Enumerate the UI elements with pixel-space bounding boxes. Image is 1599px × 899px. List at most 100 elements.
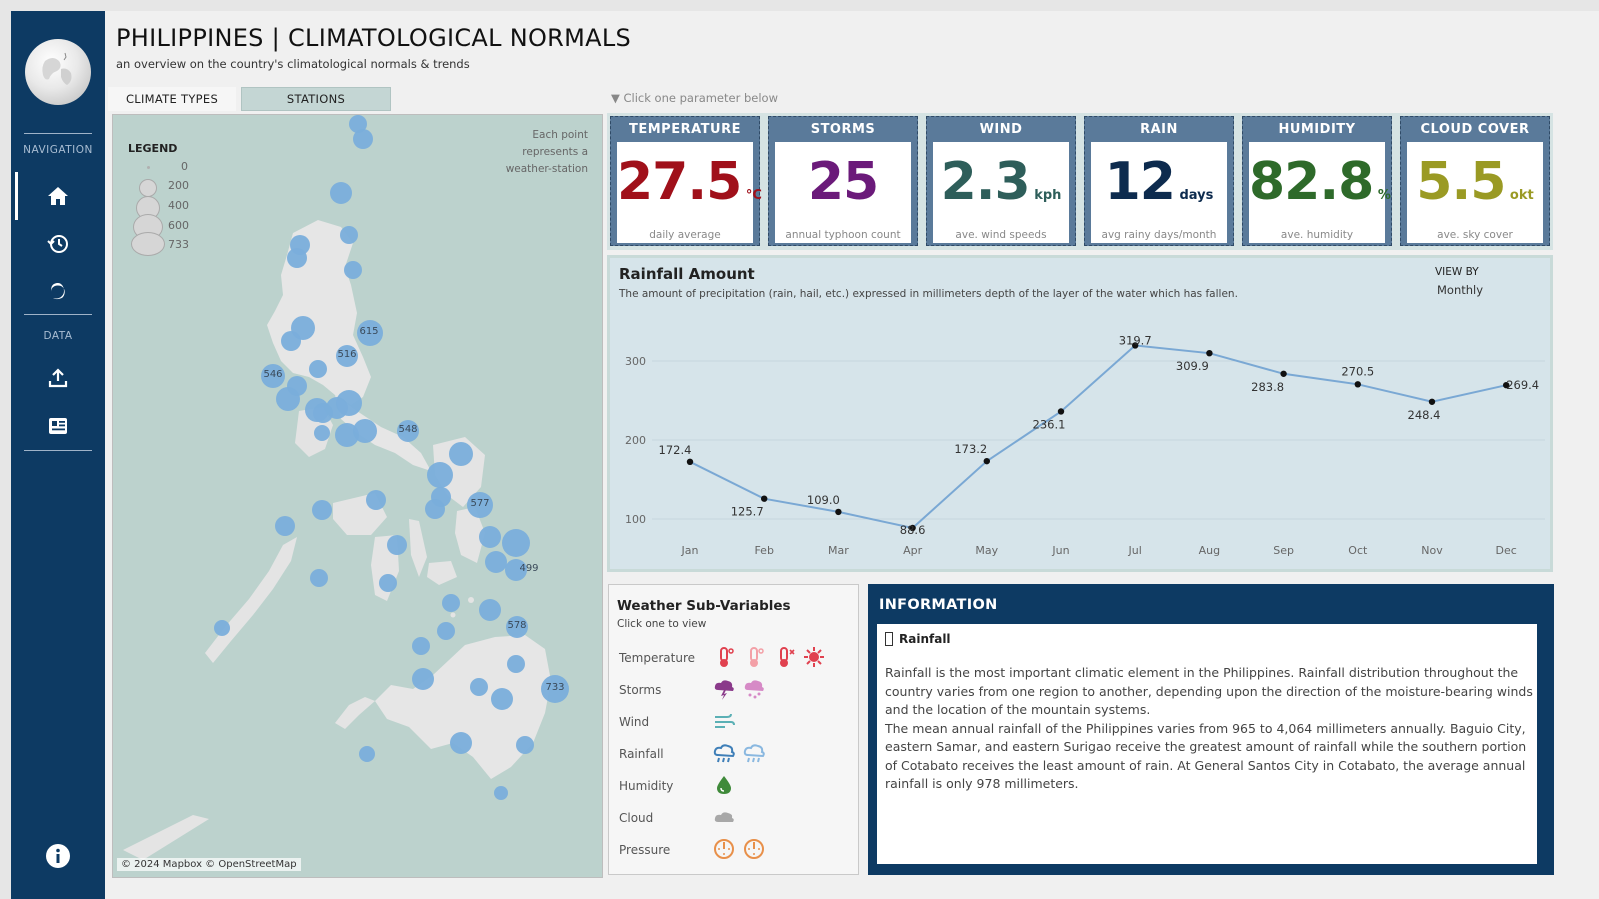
thermometer-snow-icon[interactable] xyxy=(773,646,797,670)
legend-value: 0 xyxy=(181,160,188,173)
rain-gauge-icon xyxy=(885,632,893,646)
upload-icon[interactable] xyxy=(43,363,73,393)
kpi-value: 27.5 °C xyxy=(617,152,762,226)
station-point[interactable] xyxy=(449,442,473,466)
station-point[interactable] xyxy=(340,226,358,244)
stations-map[interactable]: LEGEND 0 200 400 600 733 Each point repr… xyxy=(112,114,603,878)
station-point[interactable] xyxy=(485,551,507,573)
station-point[interactable] xyxy=(309,360,327,378)
legend-value: 200 xyxy=(168,179,189,192)
data-label: 88.6 xyxy=(900,523,926,537)
data-point xyxy=(1057,408,1065,415)
station-point[interactable] xyxy=(357,320,383,346)
station-point[interactable] xyxy=(506,616,528,638)
station-point[interactable] xyxy=(425,499,445,519)
hail-icon[interactable] xyxy=(743,678,767,702)
data-label: 125.7 xyxy=(731,505,764,519)
station-point[interactable] xyxy=(397,420,419,442)
news-icon[interactable] xyxy=(43,411,73,441)
station-point[interactable] xyxy=(336,345,358,367)
station-point[interactable] xyxy=(214,620,230,636)
station-point[interactable] xyxy=(412,668,434,690)
station-point[interactable] xyxy=(516,736,534,754)
tab-climate-types[interactable]: CLIMATE TYPES xyxy=(108,87,236,111)
map-attribution[interactable]: © 2024 Mapbox © OpenStreetMap xyxy=(117,858,301,871)
gauge-alt-icon[interactable] xyxy=(743,838,767,862)
history-icon[interactable] xyxy=(43,229,73,259)
station-point[interactable] xyxy=(287,248,307,268)
x-tick-label: Dec xyxy=(1496,544,1517,557)
data-label: 319.7 xyxy=(1119,333,1152,347)
kpi-unit: % xyxy=(1373,188,1391,203)
sidebar-divider xyxy=(24,314,92,315)
station-point[interactable] xyxy=(470,678,488,696)
data-point xyxy=(1206,349,1213,357)
rain-cloud-icon[interactable] xyxy=(713,742,737,766)
station-point[interactable] xyxy=(366,490,386,510)
station-point[interactable] xyxy=(467,492,493,518)
station-point[interactable] xyxy=(349,115,367,133)
station-point[interactable] xyxy=(412,637,430,655)
station-point[interactable] xyxy=(276,387,300,411)
station-point[interactable] xyxy=(502,529,530,557)
station-point[interactable] xyxy=(437,622,455,640)
kpi-number: 12 xyxy=(1104,152,1176,212)
cloud-icon[interactable] xyxy=(713,806,737,830)
station-point[interactable] xyxy=(312,500,332,520)
station-point[interactable] xyxy=(330,182,352,204)
info-icon[interactable] xyxy=(43,841,73,871)
page-subtitle: an overview on the country's climatologi… xyxy=(116,57,470,71)
kpi-card-rain[interactable]: RAIN 12 days avg rainy days/month xyxy=(1084,116,1234,246)
kpi-card-humidity[interactable]: HUMIDITY 82.8 % ave. humidity xyxy=(1242,116,1392,246)
sun-snow-icon[interactable] xyxy=(803,646,827,670)
station-point[interactable] xyxy=(491,688,513,710)
station-point[interactable] xyxy=(336,390,362,416)
kpi-card-wind[interactable]: WIND 2.3 kph ave. wind speeds xyxy=(926,116,1076,246)
home-icon[interactable] xyxy=(43,181,73,211)
kpi-card-storms[interactable]: STORMS 25 annual typhoon count xyxy=(768,116,918,246)
kpi-card-cloud-cover[interactable]: CLOUD COVER 5.5 okt ave. sky cover xyxy=(1400,116,1550,246)
wind-icon[interactable] xyxy=(713,710,737,734)
y-tick-label: 300 xyxy=(625,355,646,368)
station-point[interactable] xyxy=(507,655,525,673)
sidebar: NAVIGATION DATA xyxy=(11,11,105,899)
station-point[interactable] xyxy=(494,786,508,800)
station-point[interactable] xyxy=(344,261,362,279)
humidity-icon[interactable] xyxy=(713,774,737,798)
station-point[interactable] xyxy=(314,425,330,441)
drizzle-cloud-icon[interactable] xyxy=(743,742,767,766)
station-point[interactable] xyxy=(427,462,453,488)
station-point[interactable] xyxy=(353,419,377,443)
station-point[interactable] xyxy=(479,526,501,548)
kpi-caption: daily average xyxy=(649,229,721,241)
view-by-select[interactable]: Monthly xyxy=(1437,283,1484,297)
thermometer-cold-icon[interactable] xyxy=(743,646,767,670)
typhoon-icon[interactable] xyxy=(43,276,73,306)
station-point[interactable] xyxy=(313,403,333,423)
kpi-number: 27.5 xyxy=(617,152,742,212)
gauge-icon[interactable] xyxy=(713,838,737,862)
station-point[interactable] xyxy=(275,516,295,536)
kpi-title: RAIN xyxy=(1140,121,1178,137)
station-point[interactable] xyxy=(261,364,285,388)
station-point[interactable] xyxy=(442,594,460,612)
kpi-value: 82.8 % xyxy=(1249,152,1391,226)
station-point[interactable] xyxy=(359,746,375,762)
station-point[interactable] xyxy=(310,569,328,587)
tab-stations[interactable]: STATIONS xyxy=(241,87,391,111)
station-point[interactable] xyxy=(281,331,301,351)
data-point xyxy=(983,457,990,465)
station-point[interactable] xyxy=(541,675,569,703)
station-point[interactable] xyxy=(479,599,501,621)
station-point[interactable] xyxy=(353,129,373,149)
station-point[interactable] xyxy=(450,732,472,754)
station-point[interactable] xyxy=(379,574,397,592)
station-point[interactable] xyxy=(505,559,527,581)
thermometer-hot-icon[interactable] xyxy=(713,646,737,670)
information-topic-label: Rainfall xyxy=(899,632,951,646)
thunderstorm-icon[interactable] xyxy=(713,678,737,702)
globe-icon xyxy=(42,52,72,85)
station-point[interactable] xyxy=(387,535,407,555)
kpi-card-temperature[interactable]: TEMPERATURE 27.5 °C daily average xyxy=(610,116,762,246)
data-point xyxy=(1132,342,1139,349)
